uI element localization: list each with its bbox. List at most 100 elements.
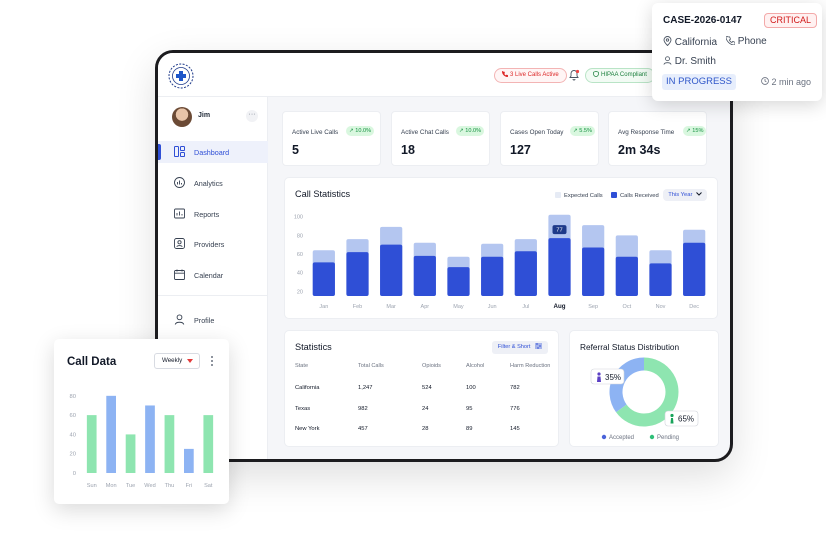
y-axis-tick-label: 60 (70, 413, 76, 419)
x-axis-tick-label: Nov (656, 304, 666, 310)
call-data-card: Call Data Weekly 0 20 40 60 80 Sun Mon Tue Wed Th… (54, 339, 229, 504)
user-icon (663, 56, 672, 65)
table-header: Total Calls (358, 363, 384, 369)
referral-card: Referral Status Distribution 35% 65% Accep… (569, 330, 719, 447)
kpi-badge: ↗ 15% (683, 126, 707, 136)
call-data-bar (145, 405, 155, 473)
sidebar-item-providers[interactable]: Providers (158, 233, 268, 255)
kpi-title: Active Live Calls (292, 129, 339, 136)
status-badge: IN PROGRESS (662, 74, 736, 90)
pending-percent: 65% (678, 415, 694, 424)
kpi-card-cases-open: Cases Open Today ↗ 5.5% 127 (500, 111, 599, 166)
bell-icon[interactable] (568, 69, 580, 81)
tooltip-value: 77 (556, 228, 562, 234)
kpi-value: 127 (510, 143, 531, 157)
avatar (172, 107, 192, 127)
sidebar-item-dashboard[interactable]: Dashboard (158, 141, 268, 163)
case-location: California (663, 36, 717, 48)
x-axis-tick-label: Apr (421, 304, 430, 310)
calls-received-bar (380, 244, 403, 296)
kpi-card-chat-calls: Active Chat Calls ↗ 10.0% 18 (391, 111, 490, 166)
sidebar-item-reports[interactable]: Reports (158, 203, 268, 225)
sidebar-item-label: Calendar (194, 271, 224, 280)
x-axis-tick-label: Sep (588, 304, 598, 310)
calendar-icon (174, 269, 185, 280)
user-name: Jim (198, 112, 211, 119)
table-cell: 782 (510, 385, 520, 391)
call-data-bar (86, 415, 97, 473)
table-cell: 776 (510, 406, 520, 412)
x-axis-tick-label: Wed (144, 483, 155, 489)
filter-sort-button[interactable]: Filter & Short (491, 341, 548, 354)
sidebar-item-label: Profile (194, 316, 215, 325)
table-cell: 457 (358, 426, 368, 432)
kpi-value: 5 (292, 143, 299, 157)
x-axis-tick-label: Aug (553, 303, 565, 310)
sidebar-item-profile[interactable]: Profile (158, 309, 268, 331)
kpi-badge: ↗ 5.5% (570, 126, 595, 136)
top-bar: 3 Live Calls Active HIPAA Compliant (158, 53, 730, 97)
table-header: Alcohol (466, 363, 485, 369)
table-cell: 145 (510, 426, 520, 432)
calls-received-bar (548, 238, 571, 296)
accepted-callout: 35% (590, 368, 625, 385)
table-cell: 982 (358, 406, 368, 412)
table-header: Harm Reduction (510, 363, 551, 369)
tooltip-box (552, 225, 567, 235)
y-axis-tick-label: 20 (70, 452, 76, 458)
case-channel: Phone (725, 35, 767, 47)
location-pin-icon (663, 36, 672, 47)
sidebar-item-calendar[interactable]: Calendar (158, 264, 268, 286)
kpi-title: Active Chat Calls (401, 129, 449, 136)
case-id: CASE-2026-0147 (663, 15, 742, 26)
person-icon (670, 418, 674, 424)
sidebar-divider (158, 295, 268, 296)
sidebar-item-label: Reports (194, 210, 220, 219)
live-calls-text: 3 Live Calls Active (510, 72, 559, 78)
statistics-title: Statistics (295, 342, 332, 352)
phone-icon (725, 35, 736, 46)
legend-received: Calls Received (611, 192, 659, 199)
table-cell: 95 (466, 406, 473, 412)
table-cell: 89 (466, 426, 473, 432)
x-axis-tick-label: Sun (87, 483, 97, 489)
accepted-percent: 35% (605, 373, 621, 382)
year-select[interactable]: This Year (663, 189, 707, 201)
table-cell: 524 (422, 385, 432, 391)
referral-title: Referral Status Distribution (580, 342, 680, 352)
dashboard-window: 3 Live Calls Active HIPAA Compliant Jim … (155, 50, 733, 462)
chevron-down-icon (696, 191, 702, 196)
user-profile[interactable]: Jim ··· (172, 107, 262, 129)
kpi-value: 2m 34s (618, 143, 661, 157)
call-data-bar (125, 434, 136, 473)
table-header: State (295, 363, 309, 369)
kpi-badge: ↗ 10.0% (456, 126, 485, 136)
calls-received-bar (582, 247, 605, 296)
live-calls-pill[interactable]: 3 Live Calls Active (494, 68, 567, 83)
kpi-card-response-time: Avg Response Time ↗ 15% 2m 34s (608, 111, 707, 166)
more-options-button[interactable]: ··· (246, 110, 258, 122)
calls-received-bar (413, 255, 436, 296)
more-vertical-icon[interactable] (210, 356, 214, 368)
x-axis-tick-label: Sat (204, 483, 213, 489)
referral-donut-chart: 35% 65% Accepted Pending (590, 357, 699, 441)
case-notification-card[interactable]: CASE-2026-0147 CRITICAL California Phone… (652, 3, 822, 101)
call-statistics-title: Call Statistics (295, 189, 351, 199)
calls-received-bar (615, 256, 638, 296)
x-axis-tick-label: Jun (488, 304, 497, 310)
clinic-logo (168, 63, 194, 89)
person-icon (597, 376, 601, 382)
x-axis-tick-label: Mon (106, 483, 117, 489)
hipaa-pill: HIPAA Compliant (585, 68, 655, 83)
table-cell: 1,247 (358, 385, 373, 391)
calls-received-bar (514, 251, 537, 296)
table-cell: Texas (295, 406, 311, 412)
sidebar-item-analytics[interactable]: Analytics (158, 172, 268, 194)
x-axis-tick-label: Oct (623, 304, 632, 310)
shield-icon (593, 70, 599, 78)
period-select[interactable]: Weekly (154, 353, 200, 369)
table-header: Opioids (422, 363, 441, 369)
pending-legend-label: Pending (657, 435, 679, 441)
calls-received-bar (481, 256, 504, 296)
calls-received-bar (649, 263, 672, 296)
